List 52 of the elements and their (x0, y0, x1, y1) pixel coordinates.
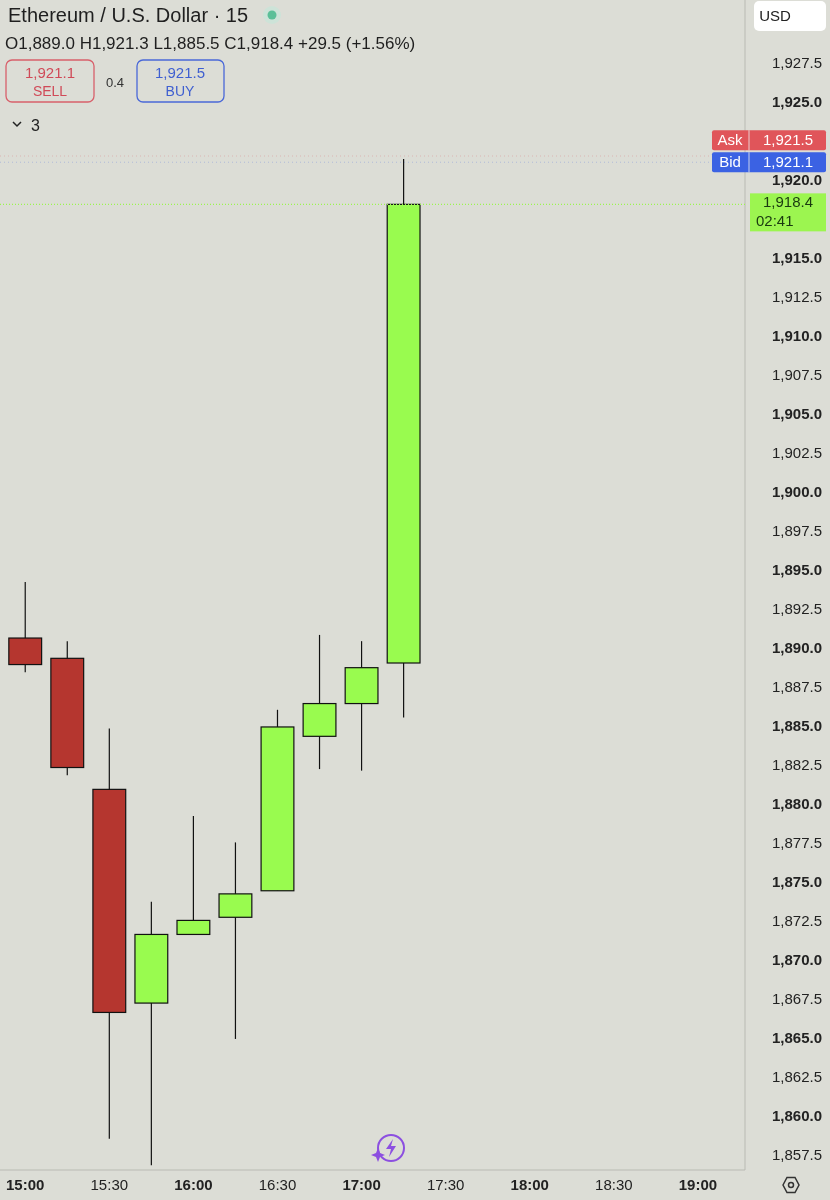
y-tick-label: 1,905.0 (771, 404, 822, 422)
y-tick-label: 1,910.0 (771, 326, 822, 344)
x-tick-label: 16:00 (174, 1176, 213, 1193)
y-tick-label: 1,877.5 (771, 833, 822, 851)
y-tick-label: 1,900.0 (771, 482, 822, 500)
annotation: 1,921.5 (154, 64, 206, 81)
x-tick-label: 15:30 (90, 1176, 129, 1193)
x-tick-label: 17:00 (342, 1176, 381, 1193)
y-tick-label: 1,867.5 (771, 989, 822, 1007)
annotation: 3 (31, 117, 40, 134)
y-tick-label: 1,875.0 (771, 872, 822, 890)
x-tick-label: 19:00 (678, 1176, 718, 1193)
x-tick-label: 18:00 (510, 1176, 549, 1193)
annotation: BUY (165, 83, 196, 99)
y-tick-label: 1,885.0 (771, 716, 822, 734)
ref-line-label: Bid (719, 153, 741, 171)
y-tick-label: 1,925.0 (771, 92, 822, 110)
annotation: 1,921.1 (24, 64, 76, 81)
ref-line-label: 1,918.4 (762, 193, 814, 211)
y-tick-label: 1,862.5 (771, 1067, 822, 1085)
text: 1,921.5 (762, 131, 814, 149)
y-tick-label: 1,872.5 (771, 911, 822, 929)
y-tick-label: 1,907.5 (771, 365, 822, 383)
annotation: 0.4 (105, 75, 125, 90)
y-tick-label: 1,880.0 (771, 794, 822, 812)
y-tick-label: 1,895.0 (771, 560, 822, 578)
text: O1,889.0 H1,921.3 L1,885.5 C1,918.4 +29.5 (+1.56%) (5, 34, 416, 53)
y-tick-label: 1,902.5 (771, 443, 822, 461)
x-tick-label: 16:30 (258, 1176, 297, 1193)
chart-title: Ethereum / U.S. Dollar · 15 (8, 4, 249, 26)
y-tick-label: 1,912.5 (771, 287, 822, 305)
y-tick-label: 1,857.5 (771, 1145, 822, 1163)
y-tick-label: 1,927.5 (771, 53, 822, 71)
x-tick-label: 18:30 (595, 1176, 633, 1193)
y-tick-label: 1,920.0 (771, 170, 822, 188)
y-tick-label: 1,890.0 (771, 638, 822, 656)
text: USD (759, 7, 791, 24)
y-tick-label: 1,887.5 (771, 677, 822, 695)
y-tick-label: 1,915.0 (771, 248, 822, 266)
y-tick-label: 1,870.0 (771, 950, 822, 968)
text: 1,921.1 (762, 153, 814, 171)
x-tick-label: 17:30 (426, 1176, 465, 1193)
y-tick-label: 1,897.5 (771, 521, 822, 539)
annotation: SELL (32, 83, 68, 99)
y-tick-label: 1,882.5 (771, 755, 822, 773)
candlestick (218, 841, 253, 1040)
y-tick-label: 1,892.5 (771, 599, 822, 617)
y-tick-label: 1,860.0 (771, 1106, 822, 1124)
y-tick-label: 1,865.0 (771, 1028, 822, 1046)
x-tick-label: 15:00 (6, 1176, 45, 1193)
text: 02:41 (756, 212, 794, 230)
ref-line-label: Ask (717, 131, 743, 149)
